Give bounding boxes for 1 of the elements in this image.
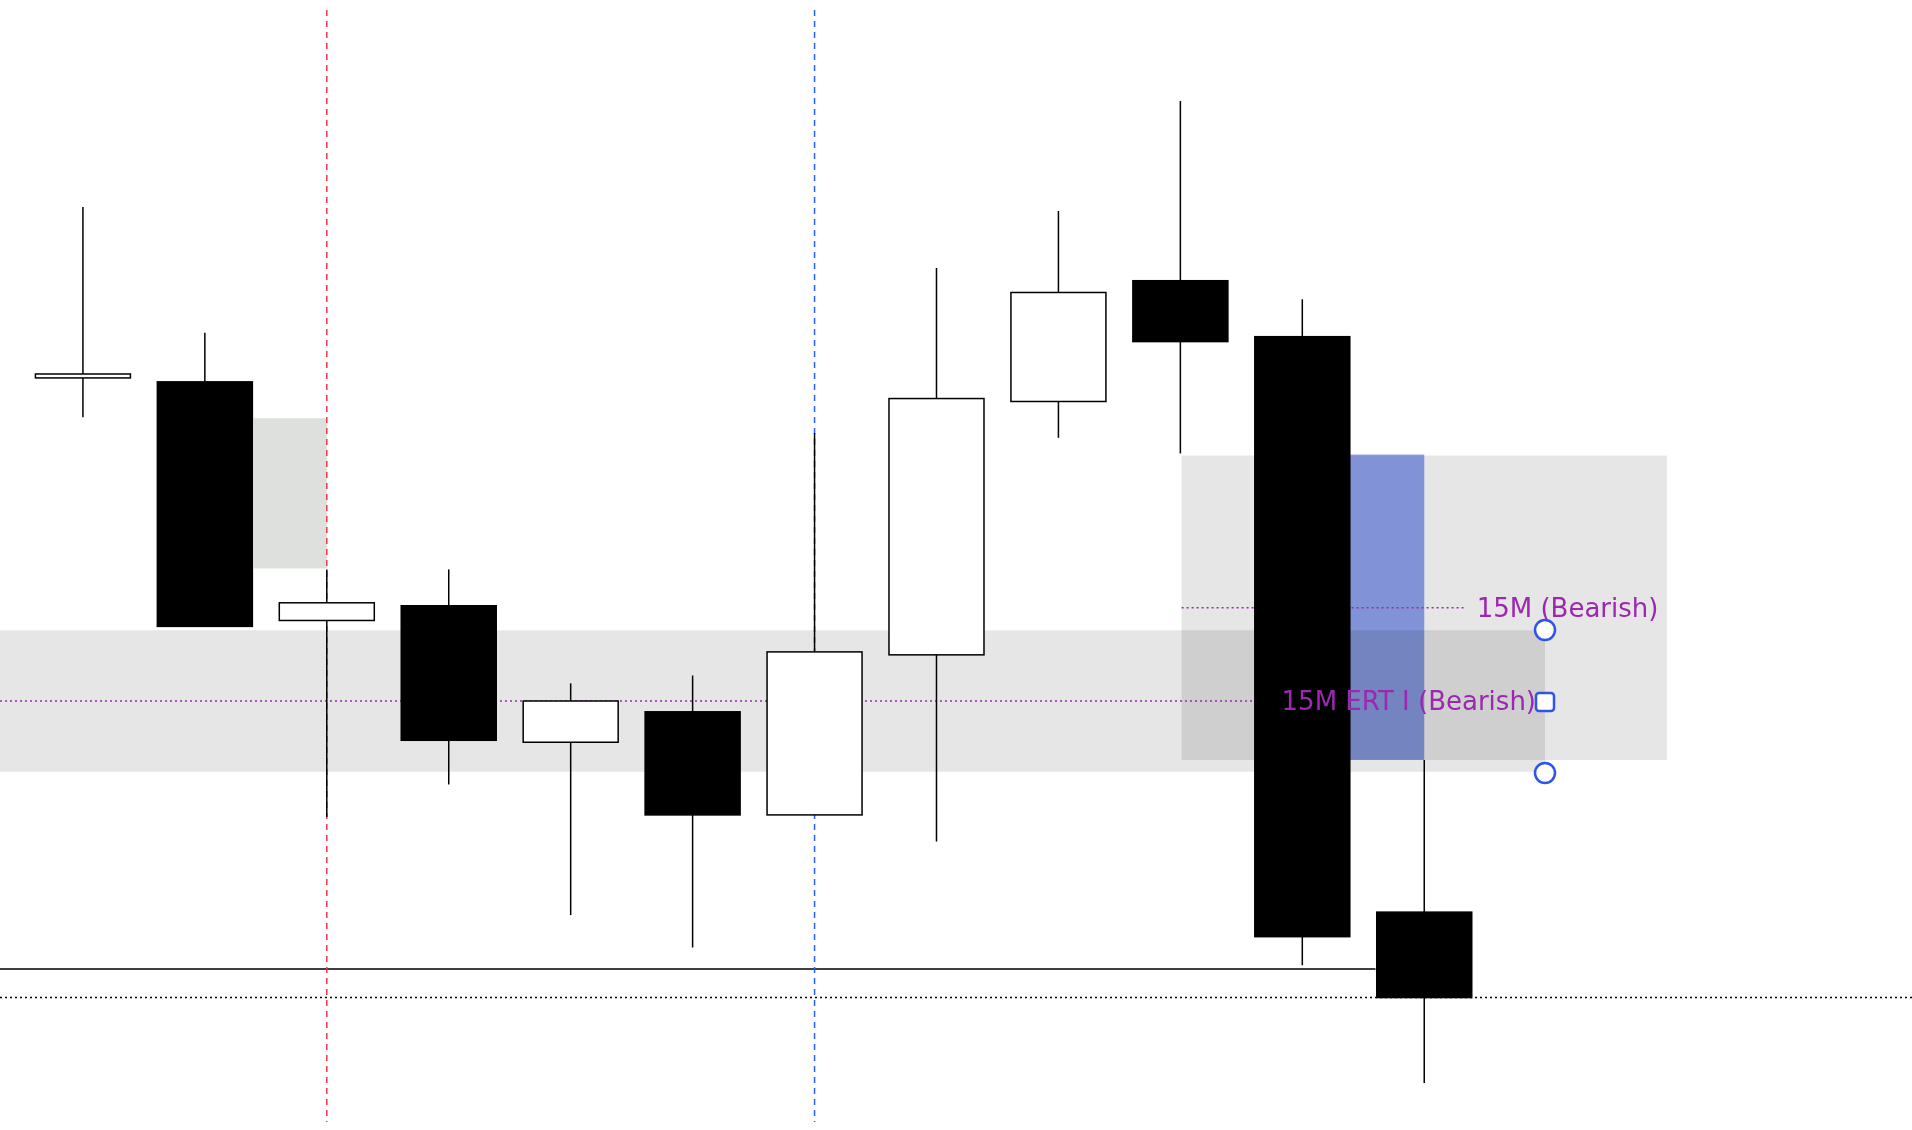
ref-line-label: 15M (Bearish) <box>1476 592 1659 623</box>
